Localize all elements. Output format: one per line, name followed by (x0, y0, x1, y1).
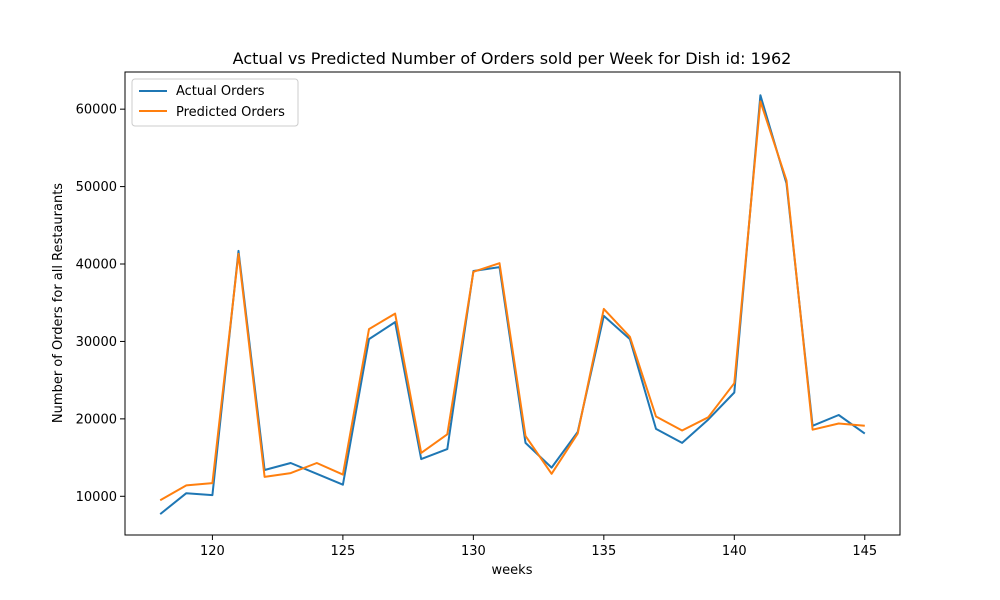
y-tick-label: 60000 (76, 103, 117, 118)
x-tick-label: 140 (722, 544, 747, 559)
x-tick-label: 120 (200, 544, 225, 559)
plot-area-frame (124, 71, 901, 536)
chart-title: Actual vs Predicted Number of Orders sol… (233, 49, 792, 68)
y-axis: 10000 20000 30000 40000 50000 60000 (76, 103, 125, 505)
y-tick-label: 30000 (76, 335, 117, 350)
y-axis-label: Number of Orders for all Restaurants (51, 183, 66, 423)
legend-box (131, 78, 299, 127)
series-line-actual (159, 94, 866, 515)
y-tick-label: 50000 (76, 180, 117, 195)
x-tick-label: 145 (852, 544, 877, 559)
series-line-predicted (159, 100, 865, 502)
legend-label-actual: Actual Orders (176, 84, 265, 99)
x-tick-label: 135 (591, 544, 616, 559)
y-tick-label: 10000 (76, 490, 117, 505)
legend: Actual Orders Predicted Orders (131, 78, 299, 127)
legend-label-predicted: Predicted Orders (176, 105, 285, 120)
y-tick-label: 40000 (76, 258, 117, 273)
y-tick-label: 20000 (76, 412, 117, 427)
x-tick-label: 130 (461, 544, 486, 559)
x-axis: 120 125 130 135 140 145 (200, 535, 877, 559)
x-axis-label: weeks (492, 563, 533, 578)
x-tick-label: 125 (330, 544, 355, 559)
plot-lines (159, 94, 866, 515)
